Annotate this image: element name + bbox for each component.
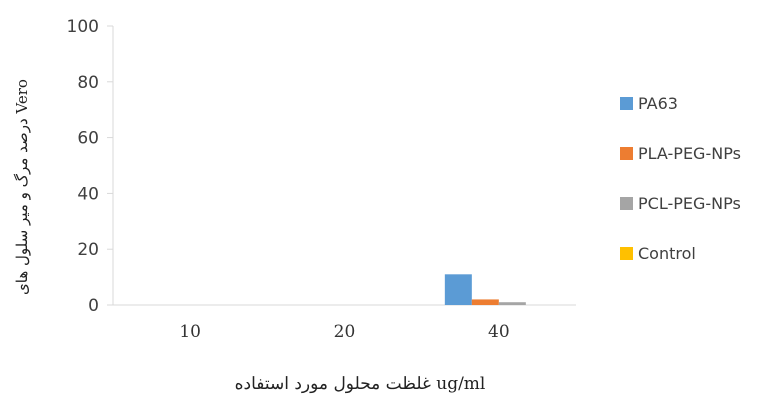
y-tick-label: 80 (77, 73, 99, 93)
bar-pa63-40 (444, 274, 472, 305)
x-tick-label: 20 (334, 322, 356, 342)
legend-label: Control (638, 244, 696, 263)
legend-label: PA63 (638, 94, 678, 113)
x-axis-ticks: 10 20 40 (179, 322, 509, 342)
legend-label: PLA-PEG-NPs (638, 144, 741, 163)
y-tick-label: 60 (77, 129, 99, 149)
y-tick-label: 100 (67, 17, 99, 37)
x-tick-label: 40 (488, 322, 510, 342)
legend[interactable]: PA63 PLA-PEG-NPs PCL-PEG-NPs Control (620, 94, 741, 263)
bar-pcl-peg-nps-40 (498, 302, 526, 305)
x-axis-label: غلظت محلول مورد استفاده ug/ml (235, 374, 486, 394)
y-tick-label: 40 (77, 184, 99, 204)
y-tick-label: 0 (88, 296, 99, 316)
x-tick-label: 10 (179, 322, 201, 342)
plot-area (112, 26, 576, 306)
legend-swatch (620, 147, 633, 160)
bar-pla-peg-nps-40 (471, 299, 499, 305)
legend-label: PCL-PEG-NPs (638, 194, 741, 213)
y-axis-label: درصد مرگ و میر سلول های Vero (13, 79, 31, 295)
y-tick-label: 20 (77, 240, 99, 260)
bars (444, 274, 526, 305)
legend-swatch (620, 247, 633, 260)
legend-swatch (620, 197, 633, 210)
y-axis-ticks: 0 20 40 60 80 100 (67, 17, 113, 316)
legend-swatch (620, 97, 633, 110)
